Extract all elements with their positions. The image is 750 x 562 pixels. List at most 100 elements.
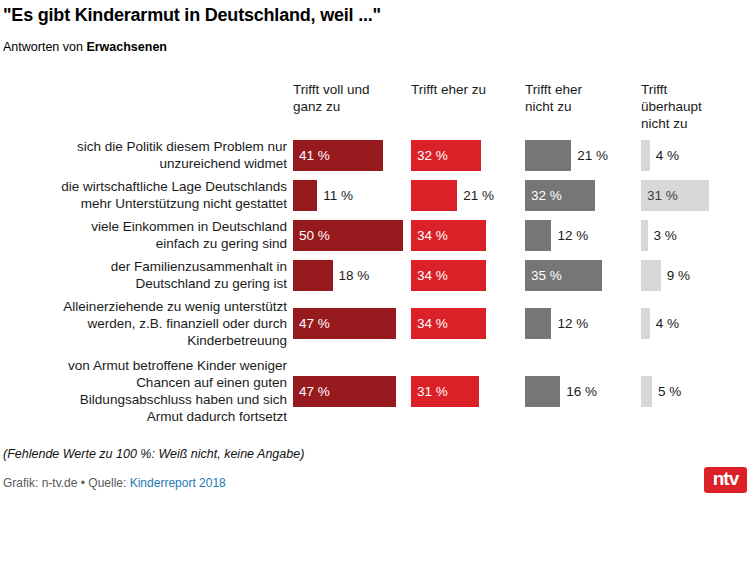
bar	[641, 260, 661, 291]
bar-cell: 18 %	[293, 260, 411, 291]
bar-cell: 34 %	[411, 308, 525, 339]
value-label: 34 %	[411, 268, 448, 283]
bar: 35 %	[525, 260, 602, 291]
subtitle-prefix: Antworten von	[3, 40, 86, 54]
row-label: sich die Politik diesem Problem nur unzu…	[3, 138, 293, 172]
column-header: Trifft voll und ganz zu	[293, 81, 411, 115]
bar: 32 %	[525, 180, 595, 211]
bar	[525, 308, 551, 339]
infographic-kinderarmut: "Es gibt Kinderarmut in Deutschland, wei…	[0, 0, 750, 562]
bar	[525, 220, 551, 251]
chart-subtitle: Antworten von Erwachsenen	[3, 40, 750, 54]
bar-cell: 5 %	[641, 376, 750, 407]
value-label: 50 %	[293, 228, 330, 243]
bar: 47 %	[293, 308, 396, 339]
bar-cell: 9 %	[641, 260, 750, 291]
bar-cell: 12 %	[525, 220, 641, 251]
bar	[525, 376, 560, 407]
value-label: 31 %	[411, 384, 448, 399]
bar: 41 %	[293, 140, 383, 171]
bar-cell: 41 %	[293, 140, 411, 171]
value-label: 9 %	[667, 268, 690, 283]
chart-header-row: Trifft voll und ganz zuTrifft eher zuTri…	[3, 81, 750, 135]
value-label: 16 %	[566, 384, 597, 399]
value-label: 4 %	[656, 316, 679, 331]
row-label: die wirtschaftliche Lage Deutschlands me…	[3, 178, 293, 212]
chart-row: Alleinerziehende zu wenig unterstützt we…	[3, 295, 750, 352]
row-label: von Armut betroffene Kinder weniger Chan…	[3, 357, 293, 425]
bar-cell: 34 %	[411, 220, 525, 251]
chart-row: von Armut betroffene Kinder weniger Chan…	[3, 352, 750, 430]
value-label: 47 %	[293, 384, 330, 399]
value-label: 18 %	[339, 268, 370, 283]
chart-title: "Es gibt Kinderarmut in Deutschland, wei…	[3, 5, 750, 26]
bar-cell: 32 %	[525, 180, 641, 211]
bar-cell: 21 %	[411, 180, 525, 211]
value-label: 47 %	[293, 316, 330, 331]
bar-cell: 50 %	[293, 220, 411, 251]
source-link[interactable]: Kinderreport 2018	[130, 476, 226, 490]
bar: 32 %	[411, 140, 481, 171]
bar	[641, 140, 650, 171]
chart-rows: sich die Politik diesem Problem nur unzu…	[3, 135, 750, 430]
value-label: 5 %	[658, 384, 681, 399]
bar-cell: 47 %	[293, 308, 411, 339]
chart-row: die wirtschaftliche Lage Deutschlands me…	[3, 175, 750, 215]
bar-cell: 4 %	[641, 140, 750, 171]
bar-chart: Trifft voll und ganz zuTrifft eher zuTri…	[3, 81, 750, 430]
bar: 31 %	[411, 376, 479, 407]
bar: 34 %	[411, 260, 486, 291]
value-label: 35 %	[525, 268, 562, 283]
value-label: 34 %	[411, 228, 448, 243]
chart-row: der Familienzusammenhalt in Deutschland …	[3, 255, 750, 295]
bar-cell: 21 %	[525, 140, 641, 171]
bar-cell: 12 %	[525, 308, 641, 339]
subtitle-audience: Erwachsenen	[86, 40, 167, 54]
row-label: Alleinerziehende zu wenig unterstützt we…	[3, 298, 293, 349]
ntv-logo: ntv	[704, 467, 747, 493]
ntv-logo-text: ntv	[713, 468, 739, 490]
bar-cell: 47 %	[293, 376, 411, 407]
bar: 50 %	[293, 220, 403, 251]
credits-line: Grafik: n-tv.de • Quelle: Kinderreport 2…	[3, 476, 750, 490]
value-label: 32 %	[525, 188, 562, 203]
value-label: 12 %	[557, 316, 588, 331]
bar-cell: 31 %	[641, 180, 750, 211]
credits-prefix: Grafik: n-tv.de • Quelle:	[3, 476, 130, 490]
bar-cell: 4 %	[641, 308, 750, 339]
value-label: 21 %	[577, 148, 608, 163]
bar: 31 %	[641, 180, 709, 211]
bar-cell: 31 %	[411, 376, 525, 407]
value-label: 31 %	[641, 188, 678, 203]
row-label: viele Einkommen in Deutschland einfach z…	[3, 218, 293, 252]
bar	[293, 180, 317, 211]
bar-cell: 34 %	[411, 260, 525, 291]
row-label: der Familienzusammenhalt in Deutschland …	[3, 258, 293, 292]
value-label: 3 %	[654, 228, 677, 243]
column-header: Trifft eher zu	[411, 81, 525, 98]
bar-cell: 16 %	[525, 376, 641, 407]
bar	[641, 308, 650, 339]
bar-cell: 32 %	[411, 140, 525, 171]
value-label: 41 %	[293, 148, 330, 163]
value-label: 21 %	[463, 188, 494, 203]
bar: 34 %	[411, 220, 486, 251]
bar	[641, 376, 652, 407]
value-label: 34 %	[411, 316, 448, 331]
bar: 47 %	[293, 376, 396, 407]
chart-row: sich die Politik diesem Problem nur unzu…	[3, 135, 750, 175]
column-header: Trifft überhaupt nicht zu	[641, 81, 750, 132]
column-header: Trifft eher nicht zu	[525, 81, 641, 115]
value-label: 32 %	[411, 148, 448, 163]
value-label: 11 %	[323, 188, 353, 203]
value-label: 4 %	[656, 148, 679, 163]
bar	[293, 260, 333, 291]
bar: 34 %	[411, 308, 486, 339]
value-label: 12 %	[557, 228, 588, 243]
bar-cell: 11 %	[293, 180, 411, 211]
bar	[641, 220, 648, 251]
bar	[525, 140, 571, 171]
footnote: (Fehlende Werte zu 100 %: Weiß nicht, ke…	[3, 447, 750, 461]
chart-row: viele Einkommen in Deutschland einfach z…	[3, 215, 750, 255]
bar	[411, 180, 457, 211]
